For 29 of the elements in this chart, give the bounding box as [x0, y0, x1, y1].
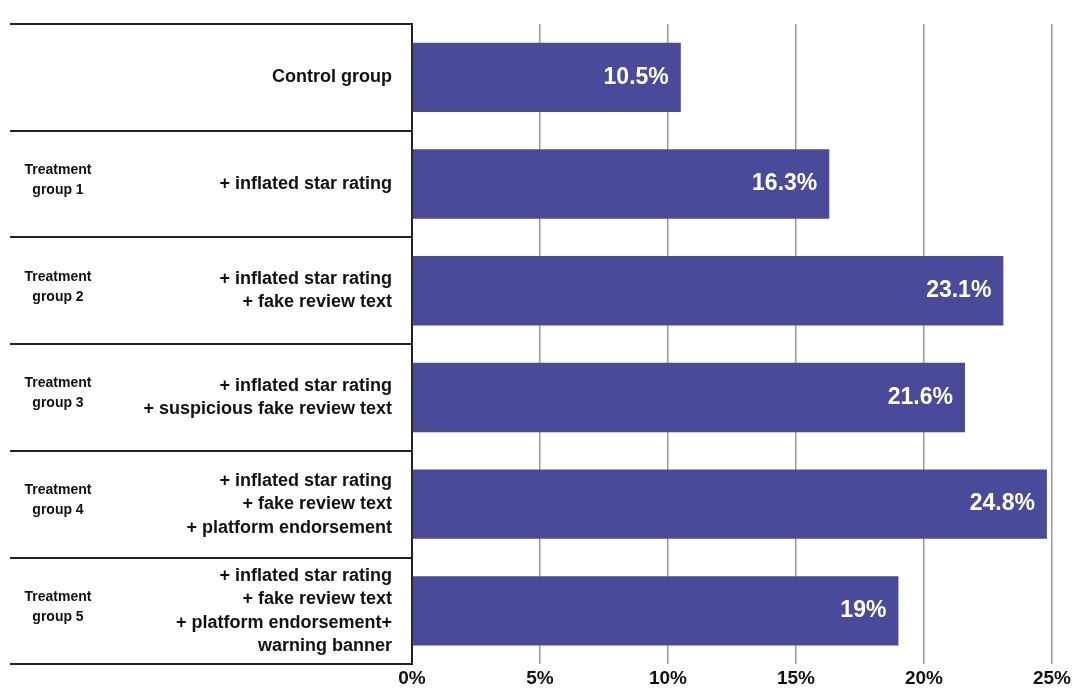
- data-label: 21.6%: [887, 382, 953, 409]
- y-tick-label: + inflated star rating + fake review text + platform endorsement+ warning banner: [175, 564, 392, 655]
- text: Treatment group 3: [24, 374, 92, 411]
- text: Treatment group 4: [24, 481, 92, 518]
- bar: [412, 149, 830, 219]
- x-tick-label: 25%: [1032, 666, 1072, 688]
- bar: [412, 362, 965, 433]
- y-tick-label: Control group: [272, 66, 392, 87]
- data-label: 23.1%: [926, 276, 992, 303]
- bar: [412, 576, 899, 646]
- data-label: 10.5%: [603, 62, 669, 89]
- bar: [412, 256, 1004, 326]
- y-tick-label: + inflated star rating + fake review text: [219, 268, 392, 312]
- x-tick-label: 0%: [398, 666, 426, 688]
- data-label: 19%: [840, 596, 887, 623]
- data-label: 16.3%: [752, 169, 818, 196]
- y-tick-label: + inflated star rating: [219, 173, 392, 194]
- x-tick-label: 5%: [526, 666, 554, 688]
- text: Treatment group 5: [24, 587, 92, 624]
- x-tick-label: 20%: [904, 666, 944, 688]
- data-label: 24.8%: [969, 489, 1035, 516]
- text: Treatment group 1: [24, 160, 92, 197]
- y-tick-label: + inflated star rating + fake review text + platform endorsement: [186, 469, 392, 537]
- x-tick-label: 10%: [648, 666, 688, 688]
- y-tick-label: + inflated star rating + suspicious fake review text: [143, 374, 392, 419]
- text: Treatment group 2: [24, 267, 92, 304]
- bar: [412, 42, 681, 113]
- x-tick-label: 15%: [776, 666, 816, 688]
- bar: [412, 469, 1047, 539]
